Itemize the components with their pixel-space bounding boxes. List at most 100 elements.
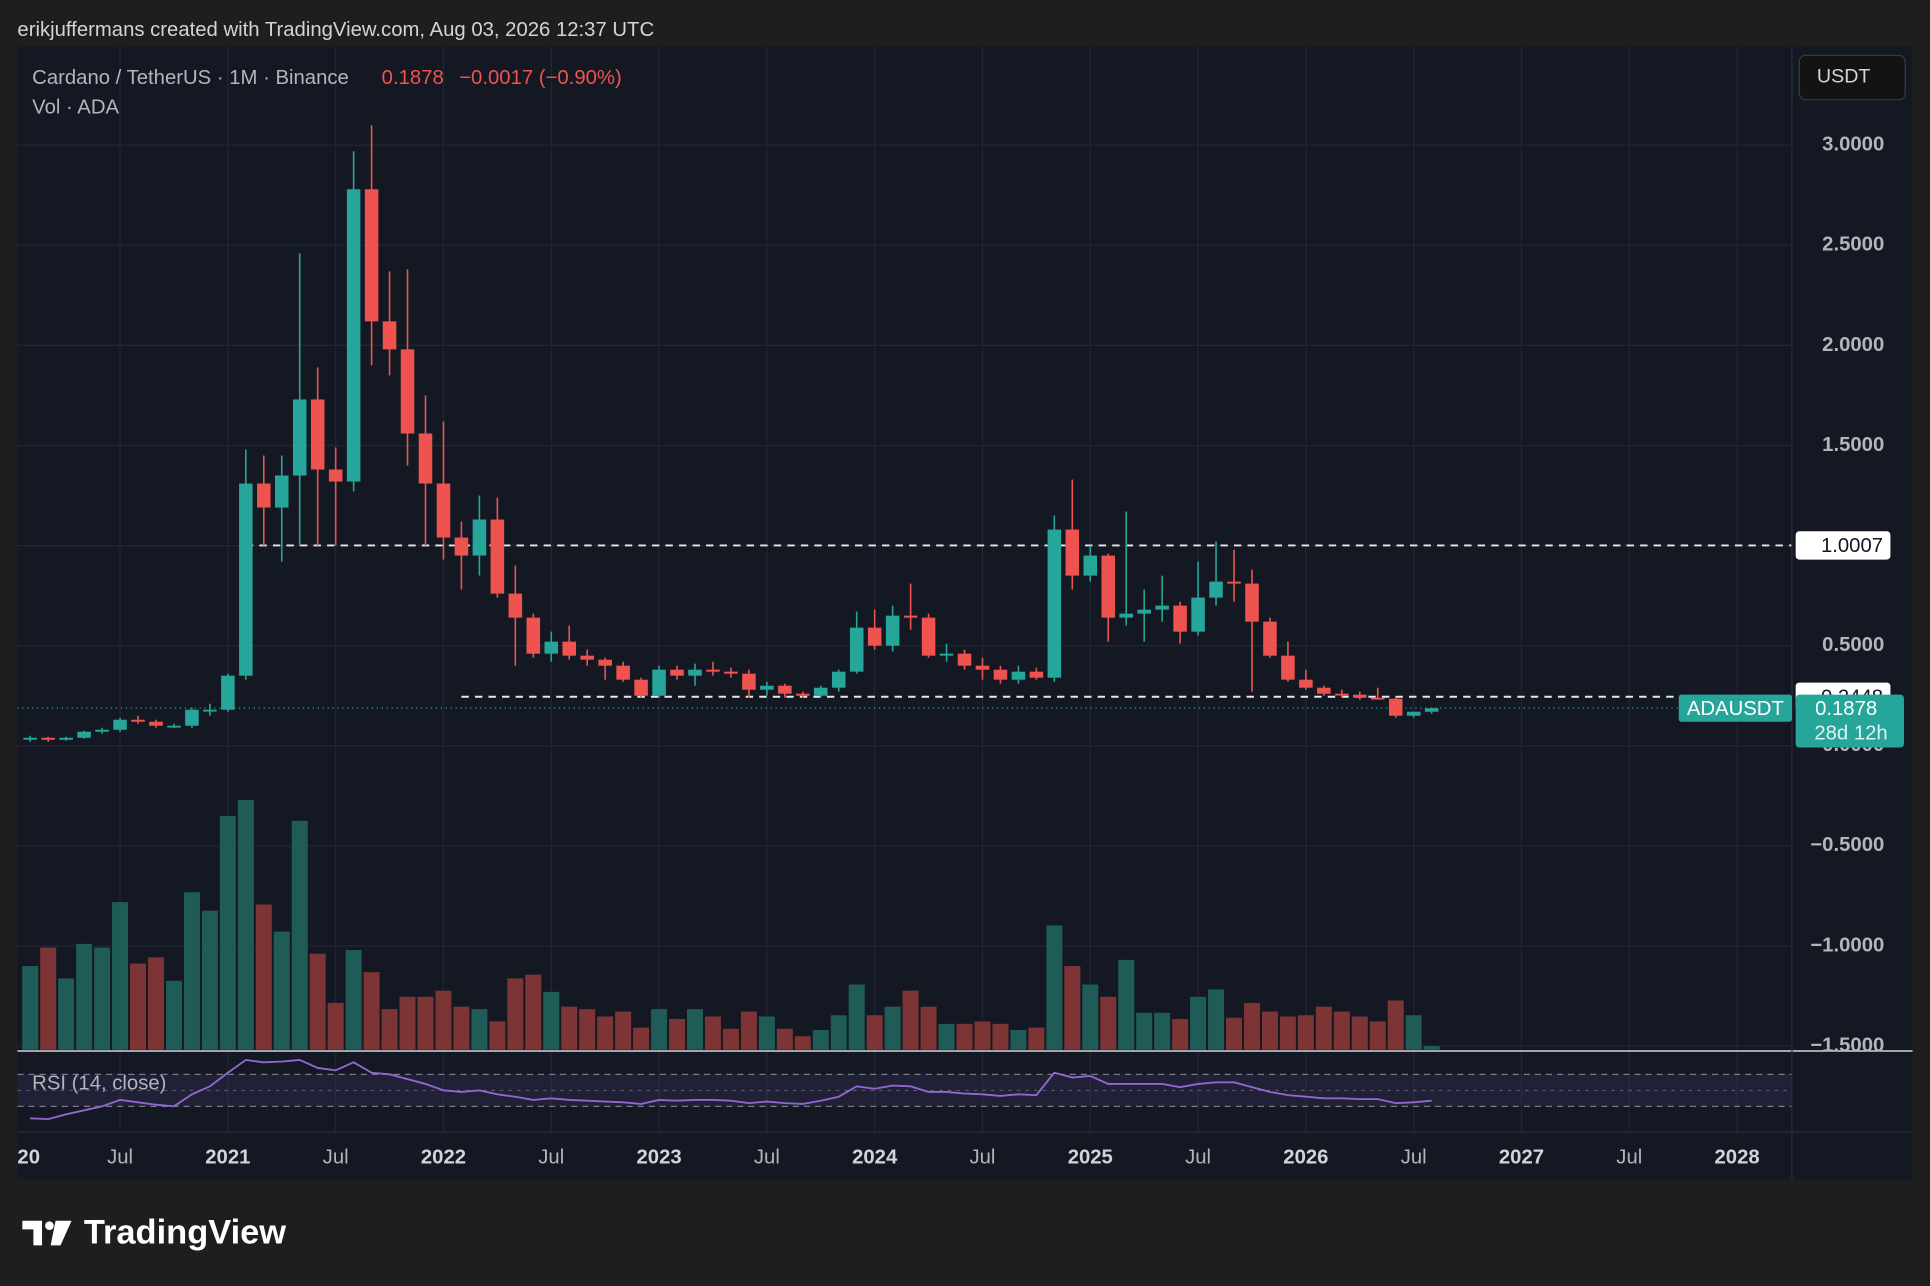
brand-logo bbox=[22, 1220, 72, 1246]
candle-body bbox=[310, 399, 325, 470]
candle-body bbox=[778, 685, 792, 694]
volume-bar bbox=[237, 799, 254, 1050]
candle-body bbox=[454, 537, 469, 556]
volume-bar bbox=[40, 947, 57, 1050]
x-tick-label: 2026 bbox=[1283, 1146, 1328, 1168]
candle-body bbox=[688, 669, 702, 676]
candle-body bbox=[1047, 529, 1062, 678]
candle-body bbox=[274, 475, 289, 508]
candle-body bbox=[867, 627, 882, 646]
candle-body bbox=[1137, 609, 1151, 614]
volume-bar bbox=[669, 1018, 686, 1050]
candle-body bbox=[885, 615, 900, 646]
volume-bar bbox=[615, 1011, 632, 1050]
volume-bar bbox=[687, 1009, 704, 1050]
candle-body bbox=[1065, 529, 1080, 576]
rsi-title: RSI (14, close) bbox=[32, 1073, 166, 1095]
volume-bar bbox=[147, 957, 164, 1050]
volume-bar bbox=[651, 1009, 668, 1050]
candle-body bbox=[562, 641, 577, 656]
volume-bar bbox=[866, 1015, 883, 1050]
volume-bar bbox=[812, 1030, 829, 1050]
candle-body bbox=[760, 685, 774, 690]
candle-body bbox=[706, 669, 720, 672]
volume-bar bbox=[381, 1009, 398, 1050]
volume-pane bbox=[22, 799, 1440, 1050]
volume-bar bbox=[1208, 989, 1225, 1050]
candle-body bbox=[221, 675, 235, 710]
level-price-box bbox=[1795, 531, 1891, 560]
volume-bar bbox=[1405, 1015, 1422, 1050]
volume-bar bbox=[94, 947, 111, 1050]
volume-bar bbox=[291, 820, 308, 1050]
candle-body bbox=[903, 615, 918, 618]
volume-title: Vol · ADA bbox=[32, 97, 119, 119]
candle-body bbox=[1406, 711, 1421, 716]
volume-bar bbox=[201, 910, 218, 1050]
candle-body bbox=[796, 693, 810, 696]
candle-body bbox=[328, 469, 343, 482]
volume-bar bbox=[633, 1027, 650, 1050]
volume-bar bbox=[1243, 1002, 1260, 1050]
candle-body bbox=[634, 679, 648, 696]
symbol-title: Cardano / TetherUS · 1M · Binance bbox=[32, 67, 349, 89]
y-tick-label: 0.5000 bbox=[1822, 634, 1884, 656]
volume-bar bbox=[1226, 1017, 1243, 1050]
volume-bar bbox=[794, 1036, 811, 1050]
volume-bar bbox=[112, 902, 129, 1050]
volume-bar bbox=[974, 1021, 991, 1050]
volume-bar bbox=[309, 953, 326, 1050]
volume-bar bbox=[1100, 996, 1117, 1050]
candle-body bbox=[1335, 693, 1349, 696]
volume-bar bbox=[1064, 966, 1081, 1050]
candle-body bbox=[1083, 555, 1098, 576]
candle-body bbox=[131, 719, 145, 722]
level-price-label: 1.0007 bbox=[1821, 535, 1883, 557]
volume-bar bbox=[1082, 984, 1099, 1050]
candle-body bbox=[1155, 605, 1169, 610]
candle-body bbox=[1317, 687, 1331, 694]
volume-bar bbox=[920, 1006, 937, 1050]
candle-body bbox=[472, 519, 487, 556]
candle-body bbox=[975, 665, 990, 670]
x-tick-label: 2027 bbox=[1499, 1146, 1544, 1168]
last-price: 0.1878 bbox=[382, 67, 444, 89]
volume-bar bbox=[740, 1011, 757, 1050]
currency-button[interactable] bbox=[1798, 54, 1906, 101]
y-tick-label: 1.5000 bbox=[1822, 434, 1884, 456]
candle-body bbox=[41, 737, 55, 740]
candle-body bbox=[1353, 694, 1367, 698]
volume-bar bbox=[1423, 1046, 1440, 1050]
volume-bar bbox=[579, 1009, 596, 1050]
candle-body bbox=[292, 399, 307, 476]
volume-bar bbox=[902, 990, 919, 1050]
candle-body bbox=[1029, 671, 1044, 678]
y-tick-label: −1.0000 bbox=[1810, 934, 1884, 956]
volume-bar bbox=[273, 931, 290, 1050]
x-tick-label: 20 bbox=[17, 1146, 40, 1168]
candle-body bbox=[185, 709, 199, 726]
candle-body bbox=[1209, 581, 1223, 598]
candle-body bbox=[239, 483, 253, 676]
last-price-axis-label: 0.1878 bbox=[1815, 698, 1877, 720]
candle-body bbox=[1299, 679, 1313, 688]
volume-bar bbox=[130, 963, 147, 1050]
candle-body bbox=[364, 189, 379, 322]
candle-body bbox=[1424, 708, 1439, 712]
y-tick-label: 2.0000 bbox=[1822, 334, 1884, 356]
volume-bar bbox=[938, 1023, 955, 1050]
volume-bar bbox=[561, 1006, 578, 1050]
candle-body bbox=[616, 665, 630, 680]
candle-body bbox=[1245, 583, 1259, 622]
currency-label[interactable]: USDT bbox=[1817, 66, 1871, 88]
volume-bar bbox=[704, 1016, 721, 1050]
axes: 3.00002.50002.00001.50001.00000.50000.00… bbox=[17, 134, 1904, 1168]
candle-body bbox=[831, 671, 846, 688]
y-tick-label: −0.5000 bbox=[1810, 834, 1884, 856]
header: erikjuffermans created with TradingView.… bbox=[17, 19, 654, 41]
x-tick-label: 2025 bbox=[1068, 1146, 1113, 1168]
candle-body bbox=[939, 653, 954, 656]
candle-body bbox=[77, 731, 91, 738]
